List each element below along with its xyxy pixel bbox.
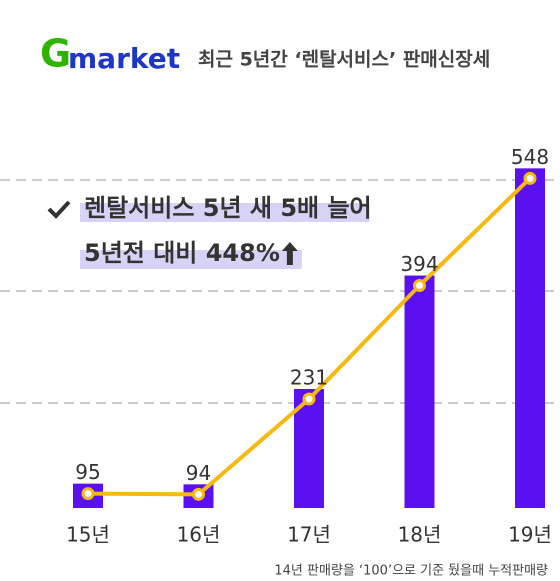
value-label: 394 <box>400 252 438 276</box>
bar <box>515 168 545 509</box>
logo-text: market <box>68 42 180 75</box>
bar <box>404 275 435 508</box>
logo-g: G <box>40 32 71 76</box>
footnote: 14년 판매량을 ‘100’으로 기준 뒀을때 누적판매량 <box>274 564 548 579</box>
point <box>81 487 95 501</box>
x-tick-label: 18년 <box>398 523 442 547</box>
chart-title: 최근 5년간 ‘렌탈서비스’ 판매신장세 <box>198 49 490 71</box>
value-label: 95 <box>75 460 100 484</box>
value-label: 94 <box>186 461 211 485</box>
x-tick-label: 16년 <box>177 523 221 547</box>
point <box>302 392 316 406</box>
highlight <box>80 250 302 269</box>
grid <box>0 179 560 404</box>
x-tick-label: 17년 <box>287 523 331 547</box>
annotation: 렌탈서비스 5년 새 5배 늘어 <box>84 194 372 222</box>
x-tick-label: 15년 <box>66 523 110 547</box>
check-icon <box>47 200 71 219</box>
up-arrow <box>281 242 298 265</box>
highlight <box>80 203 370 222</box>
value-label: 231 <box>290 365 328 389</box>
point <box>192 487 205 501</box>
annotation: 5년전 대비 448% <box>84 239 280 267</box>
x-tick-label: 19년 <box>508 523 552 547</box>
value-label: 548 <box>511 145 549 169</box>
point <box>523 171 537 185</box>
point <box>413 279 426 293</box>
